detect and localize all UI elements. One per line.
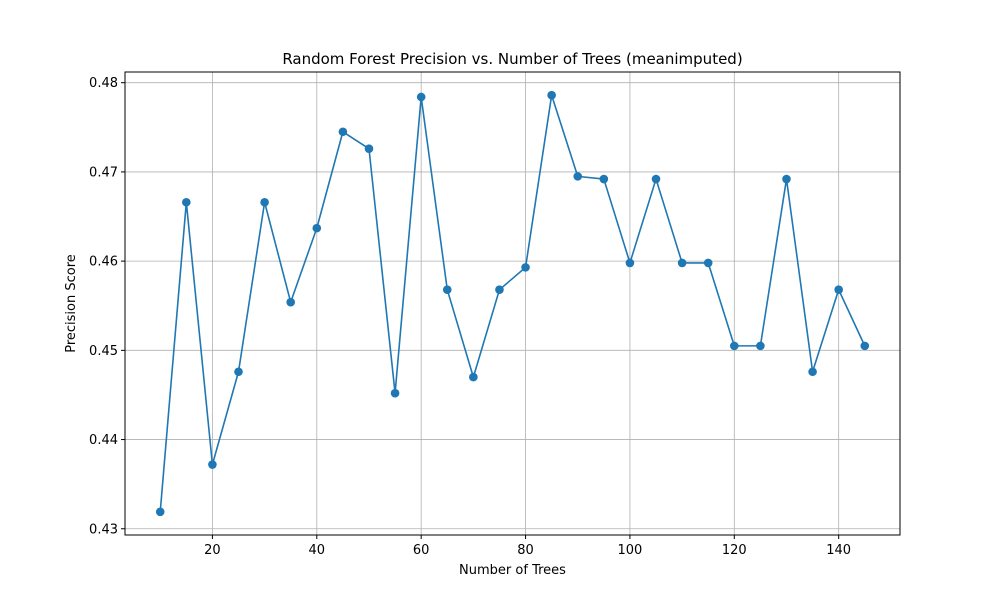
data-point [155, 507, 165, 517]
data-point [651, 174, 661, 184]
plot-frame [124, 71, 901, 536]
data-point [730, 341, 739, 351]
x-tick-label: 40 [309, 543, 326, 558]
series-line [159, 94, 866, 512]
chart-title: Random Forest Precision vs. Number of Tr… [282, 50, 742, 68]
data-point [416, 92, 426, 102]
data-point [234, 367, 243, 377]
data-point [547, 90, 556, 100]
data-point [573, 172, 583, 181]
x-tick-label: 60 [413, 543, 430, 558]
data-point [625, 258, 635, 268]
x-tick-label: 140 [826, 543, 851, 558]
y-tick-label: 0.48 [89, 76, 118, 91]
data-point [338, 127, 348, 137]
data-point [599, 174, 609, 184]
data-point [703, 258, 713, 268]
y-tick-label: 0.45 [89, 344, 118, 359]
data-point [782, 174, 791, 184]
x-tick-label: 100 [618, 543, 643, 558]
data-point [808, 367, 817, 377]
data-point [834, 285, 843, 294]
y-tick-label: 0.44 [89, 433, 118, 448]
data-point [312, 223, 322, 233]
data-point [521, 263, 530, 272]
data-point [677, 258, 687, 268]
y-axis: 0.43 0.44 0.45 0.46 0.47 0.48 [89, 76, 125, 537]
x-tick-label: 80 [517, 543, 534, 558]
data-point [860, 341, 870, 351]
data-point [286, 297, 295, 307]
x-axis: 20 40 60 80 100 120 140 [204, 535, 851, 558]
y-axis-label: Precision Score [64, 254, 79, 353]
data-point [756, 341, 765, 351]
y-tick-label: 0.47 [89, 165, 118, 180]
data-point [469, 372, 478, 382]
data-point [260, 197, 269, 207]
grid-lines [125, 72, 900, 535]
data-point [182, 197, 191, 207]
data-point [208, 460, 217, 469]
y-tick-label: 0.46 [89, 255, 118, 270]
x-axis-label: Number of Trees [459, 563, 566, 578]
data-point [390, 388, 400, 398]
data-point [442, 285, 452, 294]
x-tick-label: 20 [204, 543, 221, 558]
series-layer [155, 90, 870, 517]
x-tick-label: 120 [722, 543, 747, 558]
y-tick-label: 0.43 [89, 522, 118, 537]
data-point [495, 285, 504, 294]
data-point [364, 144, 374, 154]
